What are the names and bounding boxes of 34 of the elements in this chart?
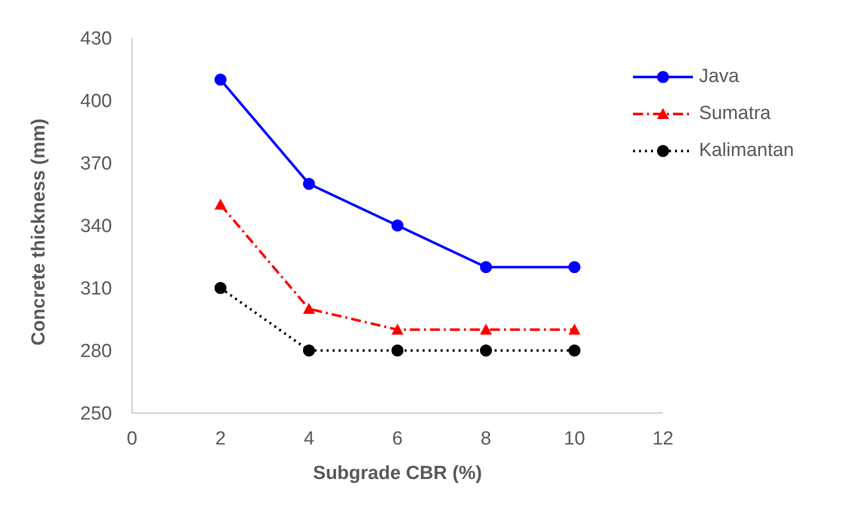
point: [568, 324, 580, 335]
point: [480, 261, 492, 274]
legend-label: Java: [698, 66, 740, 88]
point: [391, 344, 404, 356]
x-tick-label: 12: [652, 428, 674, 450]
y-tick-label: 430: [80, 28, 112, 50]
point: [391, 324, 404, 335]
x-tick-label: 8: [480, 428, 492, 450]
point: [302, 344, 315, 356]
y-tick-label: 280: [80, 341, 112, 362]
x-tick-label: 10: [564, 428, 586, 450]
x-tick-label: 4: [304, 428, 315, 450]
x-tick-label: 2: [215, 428, 226, 450]
point: [302, 178, 315, 190]
y-tick-label: 250: [80, 404, 112, 425]
y-axis-title: Concrete thickness (mm): [28, 118, 50, 346]
point: [214, 198, 226, 210]
x-axis-title: Subgrade CBR (%): [313, 463, 482, 484]
point: [480, 324, 492, 335]
point: [480, 344, 492, 356]
y-tick-label: 370: [80, 154, 112, 175]
y-tick-label: 400: [80, 91, 112, 112]
y-tick-label: 340: [80, 216, 112, 238]
x-tick-label: 6: [392, 428, 403, 450]
legend-label: Sumatra: [698, 102, 771, 124]
y-tick-label: 310: [80, 278, 112, 300]
point: [568, 344, 580, 356]
point: [391, 220, 404, 232]
x-tick-label: 0: [126, 428, 138, 450]
point: [568, 261, 580, 274]
point: [214, 282, 226, 294]
point: [302, 302, 315, 314]
point: [214, 74, 226, 86]
legend-label: Kalimantan: [698, 140, 794, 162]
